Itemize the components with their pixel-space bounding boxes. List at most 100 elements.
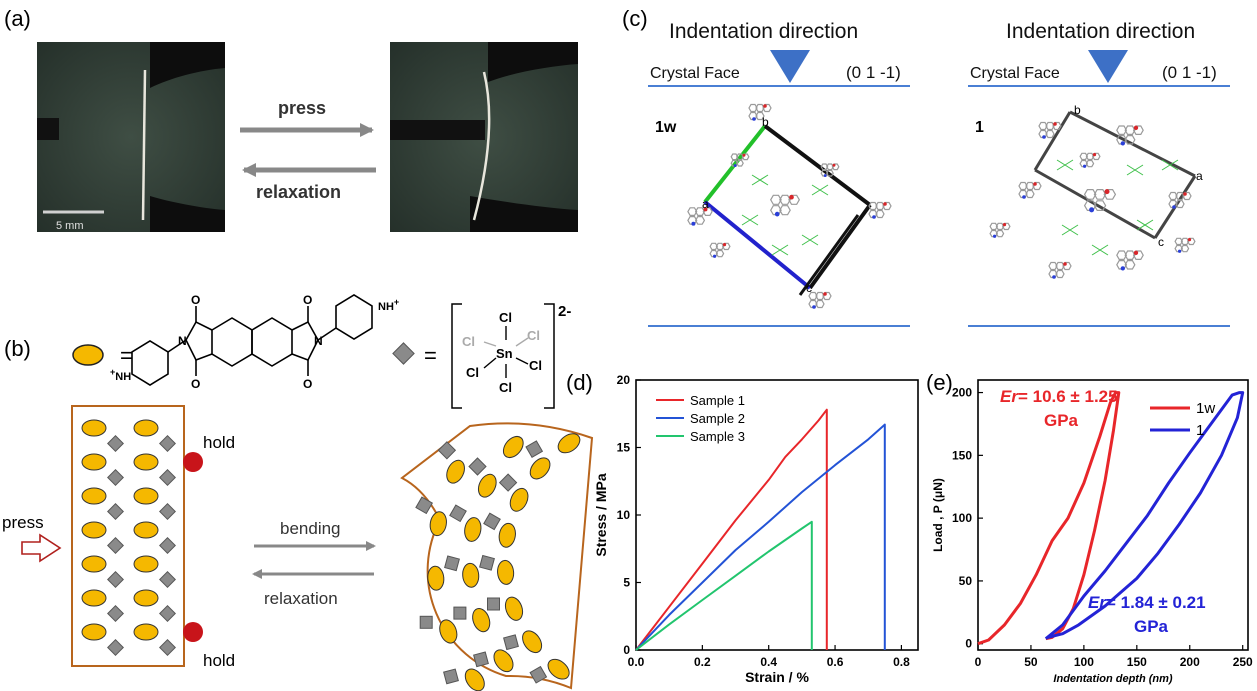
er-1w-label: Er= 10.6 ± 1.25	[1000, 387, 1118, 406]
cl-bottom: Cl	[499, 380, 512, 395]
atom-ring	[1048, 261, 1058, 271]
atom-ring	[831, 163, 840, 171]
atom-ring	[1045, 129, 1055, 139]
anion-square	[529, 665, 548, 684]
series-line-0	[635, 408, 828, 651]
panel-b-label: (b)	[4, 336, 31, 361]
atom-ring	[995, 229, 1005, 238]
atom-ring	[1103, 189, 1117, 200]
atom-ring	[741, 153, 750, 161]
nitrogen-atom	[872, 215, 876, 219]
cation-ellipse	[502, 435, 524, 459]
anion-square	[468, 457, 487, 476]
atom-ring	[820, 163, 829, 171]
nitrogen-atom	[774, 211, 780, 217]
load-depth-chart: 0 50 100 150 200 250 0 50 100 150 200 Indentation d…	[931, 379, 1253, 685]
nh-plus-2: NH+	[378, 297, 399, 313]
x-tick-label: 0.4	[760, 655, 777, 669]
straight-crystal-packing	[81, 419, 176, 656]
bending-label: bending	[280, 519, 341, 538]
sncl6-bond	[1161, 159, 1179, 171]
nitrogen-atom	[1082, 164, 1087, 168]
cation-ellipse	[81, 521, 107, 539]
anion-square	[449, 504, 467, 523]
anion-symbol	[392, 342, 415, 365]
sn-atom: Sn	[496, 346, 513, 361]
axis-b-left: b	[762, 115, 769, 129]
relaxation-label: relaxation	[256, 182, 341, 202]
atom-ring	[779, 194, 791, 205]
cation-ellipse	[529, 457, 551, 480]
y-tick-label: 0	[623, 643, 630, 657]
er-1-label: Er= 1.84 ± 0.21	[1088, 593, 1206, 612]
cation-ellipse	[133, 453, 159, 471]
oxygen-atom	[832, 163, 836, 167]
series-line-2	[635, 520, 813, 651]
panel-e-label: (e)	[926, 370, 953, 395]
x-tick-label: 0.6	[827, 655, 844, 669]
atom-ring	[687, 207, 698, 216]
atom-ring	[730, 153, 739, 161]
anion-diamond	[159, 605, 176, 622]
y-tick-label: 200	[952, 386, 972, 400]
equals-sign-1: =	[120, 343, 133, 368]
atom-ring	[755, 103, 765, 113]
indenter-left	[770, 50, 810, 83]
crystal-face-right: Crystal Face	[970, 65, 1060, 82]
x-axis-label: Strain / %	[745, 669, 809, 685]
atom-ring	[1079, 152, 1088, 161]
atom-ring	[788, 194, 800, 205]
atom-ring	[715, 242, 725, 251]
atom-ring	[1092, 152, 1101, 161]
o-atom-1: O	[191, 293, 200, 307]
cation-ellipse	[81, 555, 107, 573]
indentation-title-left: Indentation direction	[669, 20, 858, 43]
cation-ellipse	[81, 623, 107, 641]
nitrogen-atom	[712, 254, 717, 258]
atom-ring	[736, 153, 744, 161]
nitrogen-atom	[1042, 135, 1046, 139]
anion-diamond	[107, 537, 124, 554]
cation-ellipse	[509, 487, 529, 512]
hold-point-bottom	[183, 622, 203, 642]
atom-ring	[770, 194, 782, 205]
cation-ellipse	[133, 487, 159, 505]
oxygen-atom	[1063, 262, 1067, 266]
nitrogen-atom	[752, 117, 756, 121]
cation-symbol	[72, 344, 104, 366]
x-tick-label: 50	[1024, 655, 1038, 669]
sncl6-bond	[1061, 224, 1079, 236]
anion-square	[444, 555, 460, 572]
atom-ring	[882, 201, 892, 211]
anion-square	[503, 634, 519, 651]
cation-ellipse	[81, 487, 107, 505]
atom-ring	[1045, 121, 1055, 131]
atom-ring	[815, 299, 825, 309]
cation-ellipse	[522, 630, 543, 654]
atom-ring	[1052, 121, 1062, 131]
photo-before: 5 mm	[37, 42, 225, 232]
atom-ring	[1124, 135, 1136, 145]
miller-left: (0 1 -1)	[846, 63, 901, 82]
y-axis-label: Stress / MPa	[593, 473, 609, 556]
x-tick-label: 0.8	[893, 655, 910, 669]
cation-ellipse	[477, 473, 497, 498]
oxygen-atom	[1053, 122, 1057, 126]
anion-charge: 2-	[558, 303, 571, 320]
atom-ring	[1132, 250, 1144, 260]
cation-ellipse	[81, 589, 107, 607]
cation-ellipse	[133, 521, 159, 539]
axis-c-right: c	[1158, 235, 1164, 249]
panel-c: (c) Indentation direction Crystal Face (…	[622, 6, 1230, 327]
anion-diamond	[159, 435, 176, 452]
cation-ellipse	[133, 589, 159, 607]
nitrogen-atom	[691, 221, 696, 226]
anion-diamond	[107, 605, 124, 622]
atom-ring	[826, 163, 834, 171]
y-tick-label: 100	[952, 511, 972, 525]
atom-ring	[1062, 261, 1072, 271]
nitrogen-atom	[823, 174, 827, 178]
atom-ring	[755, 111, 765, 121]
atom-ring	[1018, 181, 1028, 191]
press-label: press	[278, 98, 326, 118]
